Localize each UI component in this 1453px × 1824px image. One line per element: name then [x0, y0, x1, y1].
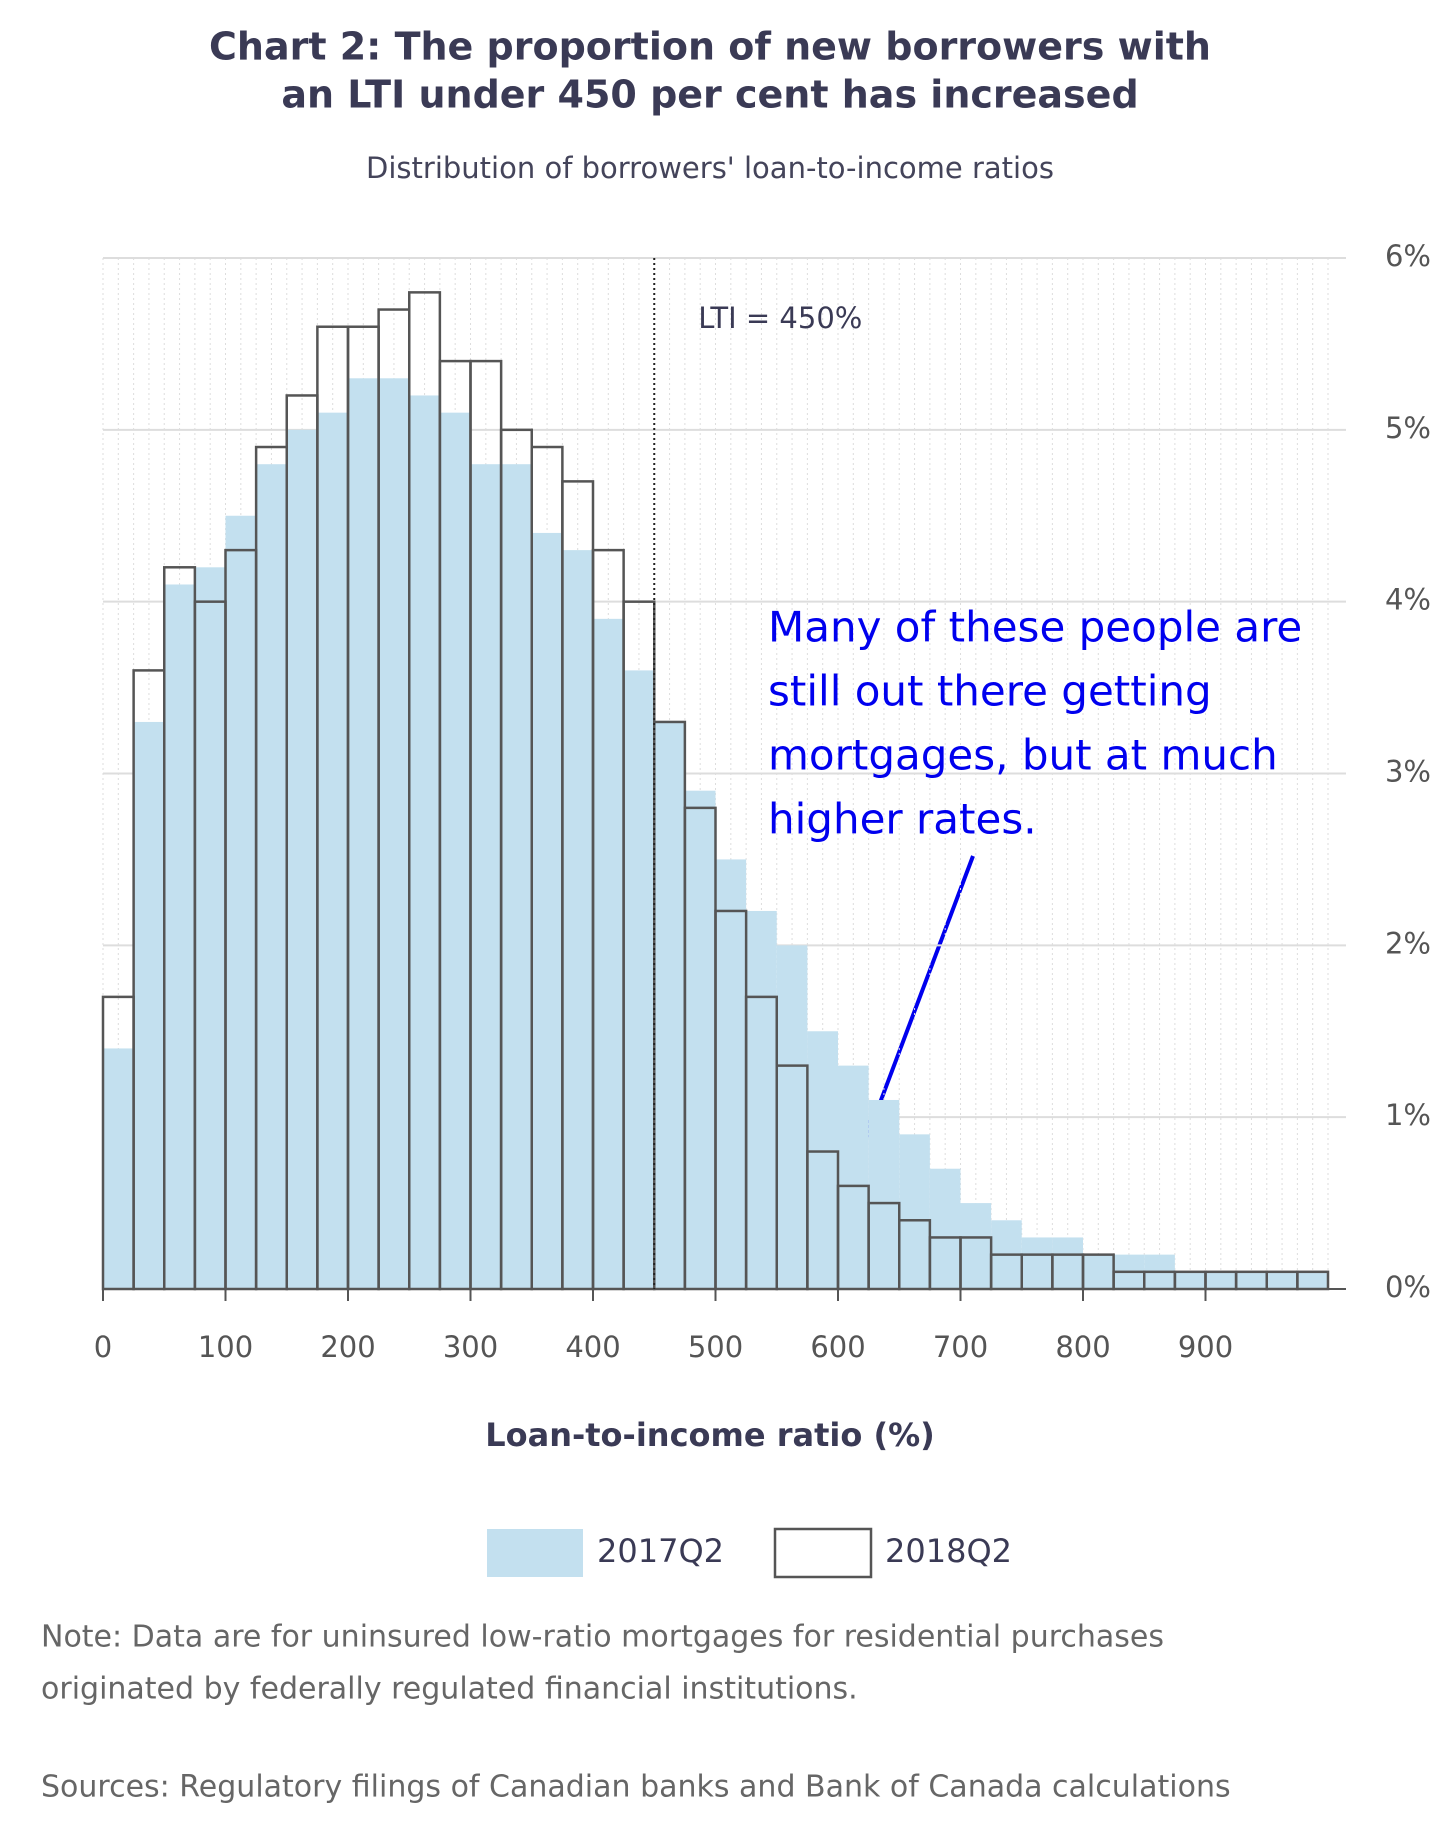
y-tick-label: 1% — [1385, 1098, 1431, 1132]
bar — [225, 515, 257, 1289]
bar — [1021, 1237, 1053, 1289]
x-tick-label: 300 — [443, 1330, 498, 1364]
note: originated by federally regulated financ… — [41, 1672, 858, 1707]
bar — [929, 1168, 961, 1289]
annotation: mortgages, but at much — [768, 731, 1278, 780]
y-tick-label: 2% — [1385, 926, 1431, 960]
bar — [348, 378, 379, 1289]
legend-label: 2018Q2 — [885, 1532, 1012, 1570]
bar — [899, 1134, 930, 1289]
sources: Sources: Regulatory filings of Canadian … — [41, 1770, 1231, 1805]
legend-swatch — [487, 1529, 583, 1577]
x-tick-label: 700 — [933, 1330, 988, 1364]
bar — [501, 464, 532, 1289]
bar — [1296, 1270, 1330, 1291]
bar — [409, 395, 440, 1289]
note: Note: Data are for uninsured low-ratio m… — [41, 1620, 1164, 1655]
bar — [439, 412, 471, 1289]
bar — [593, 618, 624, 1289]
x-tick-label: 100 — [198, 1330, 253, 1364]
x-tick-label: 200 — [320, 1330, 375, 1364]
bar — [164, 584, 195, 1289]
bar — [562, 550, 593, 1289]
bar — [317, 412, 348, 1289]
chart-title: Chart 2: The proportion of new borrowers… — [209, 25, 1211, 69]
chart-title: an LTI under 450 per cent has increased — [281, 73, 1138, 117]
bar — [715, 859, 747, 1289]
bar — [868, 1099, 900, 1289]
bar — [1052, 1237, 1083, 1289]
bar — [256, 464, 287, 1289]
bar — [470, 464, 502, 1289]
bar — [531, 532, 563, 1289]
annotation: higher rates. — [768, 795, 1037, 844]
x-tick-label: 900 — [1178, 1330, 1233, 1364]
bar — [807, 1031, 838, 1289]
bar — [960, 1203, 992, 1289]
annotation: Many of these people are — [768, 603, 1302, 652]
bar — [133, 721, 165, 1289]
y-tick-label: 0% — [1385, 1270, 1431, 1304]
bar — [838, 1065, 869, 1289]
bar — [1174, 1271, 1206, 1289]
legend-label: 2017Q2 — [597, 1532, 724, 1570]
bar — [1205, 1271, 1237, 1289]
bar — [1236, 1271, 1267, 1289]
x-axis-title: Loan-to-income ratio (%) — [485, 1416, 935, 1454]
y-tick-label: 6% — [1385, 239, 1431, 273]
bar — [286, 429, 318, 1289]
bar — [746, 910, 777, 1289]
x-tick-label: 800 — [1055, 1330, 1110, 1364]
legend-swatch — [773, 1527, 873, 1579]
annotation: still out there getting — [768, 667, 1212, 716]
x-tick-label: 400 — [565, 1330, 620, 1364]
bar — [194, 567, 226, 1289]
x-tick-label: 600 — [810, 1330, 865, 1364]
bar — [776, 945, 808, 1289]
y-tick-label: 4% — [1385, 583, 1431, 617]
bar — [684, 790, 716, 1289]
y-tick-label: 3% — [1385, 755, 1431, 789]
chart-subtitle: Distribution of borrowers' loan-to-incom… — [366, 151, 1054, 185]
x-tick-label: 500 — [688, 1330, 743, 1364]
x-tick-label: 0 — [94, 1330, 112, 1364]
bar — [103, 1048, 134, 1289]
y-tick-label: 5% — [1385, 411, 1431, 445]
bar — [1266, 1271, 1298, 1289]
reference-label: LTI = 450% — [698, 301, 862, 335]
bar — [623, 670, 655, 1289]
bar — [1297, 1271, 1328, 1289]
annotation-arrow — [870, 855, 975, 1125]
bar — [378, 378, 410, 1289]
bar — [654, 721, 685, 1289]
bar — [1083, 1254, 1114, 1289]
